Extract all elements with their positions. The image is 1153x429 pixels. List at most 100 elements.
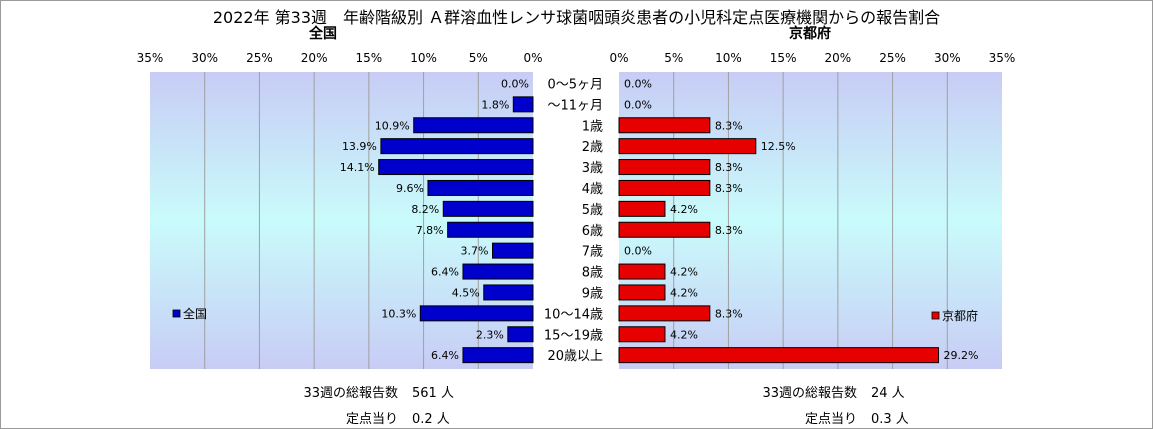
national-bar xyxy=(512,96,534,113)
national-bar xyxy=(492,242,534,259)
national-bar xyxy=(378,159,534,176)
national-bar xyxy=(442,200,534,217)
national-value-label: 7.8% xyxy=(416,224,444,237)
national-bar xyxy=(507,326,534,343)
national-value-label: 4.5% xyxy=(452,286,480,299)
national-value-label: 1.8% xyxy=(481,98,509,111)
kyoto-bar xyxy=(618,159,711,176)
national-bar xyxy=(447,221,534,238)
left-per-value: 0.2 人 xyxy=(412,412,450,427)
kyoto-value-label: 0.0% xyxy=(624,77,652,90)
age-category-label: 10〜14歳 xyxy=(544,307,603,322)
right-total-label: 33週の総報告数 xyxy=(762,386,857,401)
kyoto-tick-label: 5% xyxy=(664,51,683,65)
left-panel-title: 全国 xyxy=(308,25,337,42)
kyoto-value-label: 4.2% xyxy=(670,328,698,341)
kyoto-value-label: 4.2% xyxy=(670,266,698,279)
national-value-label: 9.6% xyxy=(396,182,424,195)
age-category-label: 15〜19歳 xyxy=(544,328,603,343)
left-total-value: 561 人 xyxy=(412,386,454,401)
kyoto-bar xyxy=(618,305,711,322)
kyoto-bar xyxy=(618,347,940,364)
legend-kyoto-label: 京都府 xyxy=(942,308,978,323)
national-bar xyxy=(380,138,534,155)
age-category-label: 4歳 xyxy=(582,182,603,197)
kyoto-value-label: 0.0% xyxy=(624,98,652,111)
right-panel-title: 京都府 xyxy=(789,25,831,42)
kyoto-bar xyxy=(618,326,666,343)
kyoto-value-label: 29.2% xyxy=(944,349,979,362)
chart-title: 2022年 第33週 年齢階級別 Ａ群溶血性レンサ球菌咽頭炎患者の小児科定点医療… xyxy=(212,8,941,27)
left-plot-area xyxy=(150,72,533,369)
age-category-label: 6歳 xyxy=(582,224,603,239)
right-per-value: 0.3 人 xyxy=(871,412,909,427)
national-tick-label: 25% xyxy=(246,51,273,65)
national-bar xyxy=(413,117,534,134)
legend-kyoto-swatch xyxy=(931,311,940,320)
age-category-label: 0〜5ヶ月 xyxy=(547,77,603,92)
age-category-label: 2歳 xyxy=(582,140,603,155)
national-value-label: 14.1% xyxy=(340,161,375,174)
kyoto-value-label: 8.3% xyxy=(715,307,743,320)
kyoto-bar xyxy=(618,221,711,238)
kyoto-tick-label: 20% xyxy=(825,51,852,65)
right-per-label: 定点当り xyxy=(804,412,857,427)
age-category-label: 3歳 xyxy=(582,161,603,176)
kyoto-value-label: 8.3% xyxy=(715,161,743,174)
kyoto-tick-label: 30% xyxy=(934,51,961,65)
national-value-label: 8.2% xyxy=(411,203,439,216)
kyoto-value-label: 4.2% xyxy=(670,203,698,216)
kyoto-tick-label: 10% xyxy=(715,51,742,65)
national-tick-label: 0% xyxy=(523,51,542,65)
kyoto-bar xyxy=(618,284,666,301)
kyoto-bar xyxy=(618,200,666,217)
kyoto-tick-label: 0% xyxy=(609,51,628,65)
age-category-label: 7歳 xyxy=(582,245,603,260)
national-tick-label: 35% xyxy=(137,51,164,65)
national-value-label: 0.0% xyxy=(501,77,529,90)
legend-national-label: 全国 xyxy=(183,306,207,321)
kyoto-tick-label: 15% xyxy=(770,51,797,65)
kyoto-bar xyxy=(618,117,711,134)
national-bar xyxy=(419,305,534,322)
kyoto-tick-label: 35% xyxy=(989,51,1016,65)
age-category-label: 〜11ヶ月 xyxy=(547,98,603,113)
national-tick-label: 20% xyxy=(301,51,328,65)
age-category-label: 1歳 xyxy=(582,119,603,134)
age-category-label: 20歳以上 xyxy=(547,349,603,364)
kyoto-value-label: 4.2% xyxy=(670,286,698,299)
national-tick-label: 5% xyxy=(469,51,488,65)
national-value-label: 6.4% xyxy=(431,266,459,279)
national-bar xyxy=(483,284,534,301)
national-bar xyxy=(462,263,534,280)
kyoto-value-label: 8.3% xyxy=(715,224,743,237)
national-bar xyxy=(462,347,534,364)
age-category-label: 5歳 xyxy=(582,203,603,218)
age-category-label: 9歳 xyxy=(582,286,603,301)
national-value-label: 6.4% xyxy=(431,349,459,362)
national-tick-label: 10% xyxy=(410,51,437,65)
kyoto-value-label: 0.0% xyxy=(624,245,652,258)
kyoto-bar xyxy=(618,179,711,196)
legend-national-swatch xyxy=(172,309,181,318)
left-per-label: 定点当り xyxy=(345,412,398,427)
national-value-label: 3.7% xyxy=(461,245,489,258)
kyoto-value-label: 8.3% xyxy=(715,119,743,132)
national-value-label: 10.9% xyxy=(375,119,410,132)
left-total-label: 33週の総報告数 xyxy=(303,386,398,401)
kyoto-value-label: 12.5% xyxy=(761,140,796,153)
right-plot-area xyxy=(619,72,1002,369)
kyoto-tick-label: 25% xyxy=(879,51,906,65)
national-bar xyxy=(427,179,534,196)
age-category-label: 8歳 xyxy=(582,266,603,281)
national-value-label: 13.9% xyxy=(342,140,377,153)
kyoto-bar xyxy=(618,138,757,155)
national-value-label: 2.3% xyxy=(476,328,504,341)
kyoto-bar xyxy=(618,263,666,280)
right-total-value: 24 人 xyxy=(871,386,905,401)
national-tick-label: 15% xyxy=(356,51,383,65)
national-tick-label: 30% xyxy=(191,51,218,65)
kyoto-value-label: 8.3% xyxy=(715,182,743,195)
national-value-label: 10.3% xyxy=(381,307,416,320)
